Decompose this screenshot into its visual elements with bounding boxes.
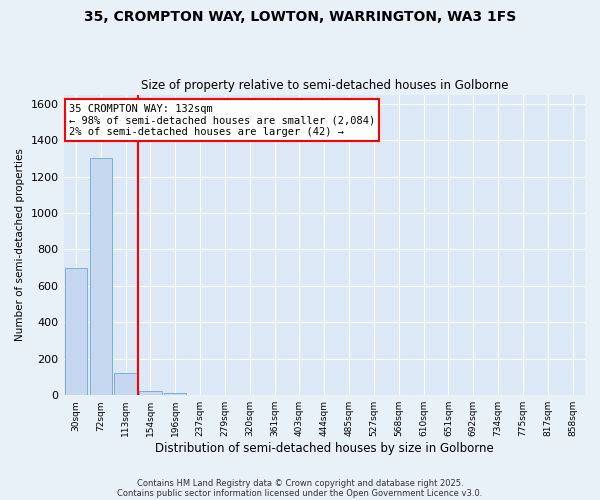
Title: Size of property relative to semi-detached houses in Golborne: Size of property relative to semi-detach… (140, 79, 508, 92)
Text: Contains public sector information licensed under the Open Government Licence v3: Contains public sector information licen… (118, 488, 482, 498)
Bar (115, 374, 137, 395)
Text: 35 CROMPTON WAY: 132sqm
← 98% of semi-detached houses are smaller (2,084)
2% of : 35 CROMPTON WAY: 132sqm ← 98% of semi-de… (69, 104, 375, 137)
Text: Contains HM Land Registry data © Crown copyright and database right 2025.: Contains HM Land Registry data © Crown c… (137, 478, 463, 488)
X-axis label: Distribution of semi-detached houses by size in Golborne: Distribution of semi-detached houses by … (155, 442, 494, 455)
Bar (164, 394, 187, 395)
Text: 35, CROMPTON WAY, LOWTON, WARRINGTON, WA3 1FS: 35, CROMPTON WAY, LOWTON, WARRINGTON, WA… (84, 10, 516, 24)
Y-axis label: Number of semi-detached properties: Number of semi-detached properties (15, 148, 25, 342)
Bar (139, 390, 161, 395)
Bar (89, 158, 112, 395)
Bar (65, 268, 87, 395)
